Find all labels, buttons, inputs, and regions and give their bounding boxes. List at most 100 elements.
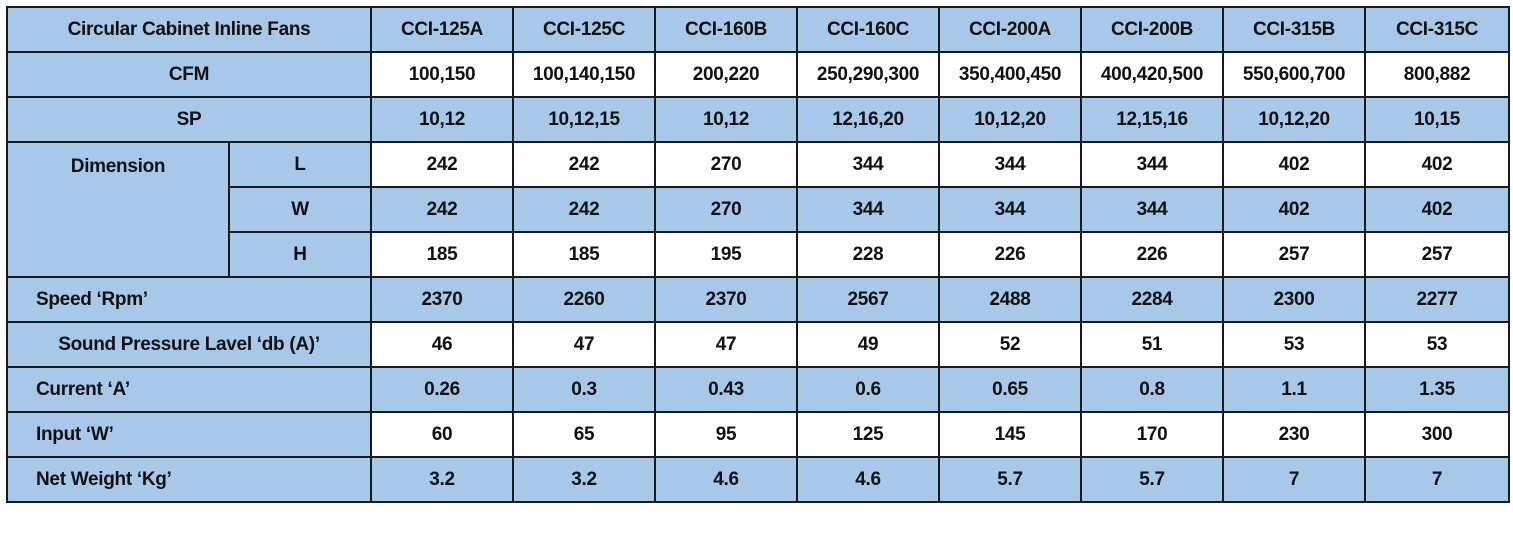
table-cell: 49 (796, 321, 941, 368)
dimension-sub-label: W (227, 186, 373, 233)
table-cell: 2300 (1222, 276, 1367, 323)
table-cell: 3.2 (370, 456, 515, 503)
table-cell: 242 (512, 141, 657, 188)
row-label: Sound Pressure Lavel ‘db (A)’ (5, 321, 373, 368)
current-row: Current ‘A’ 0.26 0.3 0.43 0.6 0.65 0.8 1… (5, 366, 1511, 413)
row-label: Input ‘W’ (5, 411, 373, 458)
row-label: Net Weight ‘Kg’ (5, 456, 373, 503)
table-cell: 242 (370, 141, 515, 188)
row-label: CFM (5, 51, 373, 98)
table-cell: 200,220 (654, 51, 799, 98)
table-cell: 3.2 (512, 456, 657, 503)
speed-row: Speed ‘Rpm’ 2370 2260 2370 2567 2488 228… (5, 276, 1511, 323)
table-cell: 226 (1080, 231, 1225, 278)
table-cell: 250,290,300 (796, 51, 941, 98)
table-cell: 0.3 (512, 366, 657, 413)
table-cell: 60 (370, 411, 515, 458)
dimension-h-row: H 185 185 195 228 226 226 257 257 (7, 231, 1511, 278)
table-cell: 0.8 (1080, 366, 1225, 413)
table-cell: 12,15,16 (1080, 96, 1225, 143)
table-cell: 402 (1222, 186, 1367, 233)
table-cell: 1.1 (1222, 366, 1367, 413)
table-cell: 344 (796, 141, 941, 188)
table-cell: 65 (512, 411, 657, 458)
model-header: CCI-315B (1222, 6, 1367, 53)
model-header: CCI-315C (1364, 6, 1511, 53)
table-cell: 4.6 (654, 456, 799, 503)
table-cell: 10,12 (654, 96, 799, 143)
table-cell: 344 (1080, 141, 1225, 188)
cfm-row: CFM 100,150 100,140,150 200,220 250,290,… (5, 51, 1511, 98)
header-label: Circular Cabinet Inline Fans (5, 6, 373, 53)
table-cell: 47 (654, 321, 799, 368)
table-cell: 185 (512, 231, 657, 278)
table-cell: 100,150 (370, 51, 515, 98)
table-cell: 10,12,15 (512, 96, 657, 143)
table-cell: 4.6 (796, 456, 941, 503)
table-cell: 270 (654, 141, 799, 188)
table-cell: 52 (938, 321, 1083, 368)
table-cell: 242 (370, 186, 515, 233)
table-cell: 195 (654, 231, 799, 278)
model-header: CCI-200A (938, 6, 1083, 53)
table-cell: 10,12,20 (938, 96, 1083, 143)
table-cell: 344 (796, 186, 941, 233)
dimension-sub-label: H (227, 231, 373, 278)
table-cell: 550,600,700 (1222, 51, 1367, 98)
table-cell: 51 (1080, 321, 1225, 368)
table-cell: 0.65 (938, 366, 1083, 413)
table-cell: 2370 (370, 276, 515, 323)
model-header: CCI-200B (1080, 6, 1225, 53)
table-cell: 257 (1364, 231, 1511, 278)
table-cell: 242 (512, 186, 657, 233)
table-cell: 46 (370, 321, 515, 368)
table-cell: 10,12,20 (1222, 96, 1367, 143)
table-cell: 95 (654, 411, 799, 458)
table-cell: 145 (938, 411, 1083, 458)
table-cell: 2488 (938, 276, 1083, 323)
model-header: CCI-160C (796, 6, 941, 53)
table-cell: 1.35 (1364, 366, 1511, 413)
table-cell: 100,140,150 (512, 51, 657, 98)
table-cell: 7 (1364, 456, 1511, 503)
table-cell: 402 (1364, 141, 1511, 188)
table-cell: 185 (370, 231, 515, 278)
dimension-label: Dimension (6, 141, 230, 278)
table-cell: 270 (654, 186, 799, 233)
table-cell: 7 (1222, 456, 1367, 503)
table-cell: 230 (1222, 411, 1367, 458)
table-cell: 10,15 (1364, 96, 1511, 143)
table-cell: 10,12 (370, 96, 515, 143)
table-cell: 12,16,20 (796, 96, 941, 143)
table-cell: 2277 (1364, 276, 1511, 323)
table-cell: 2567 (796, 276, 941, 323)
table-cell: 228 (796, 231, 941, 278)
table-cell: 0.26 (370, 366, 515, 413)
weight-row: Net Weight ‘Kg’ 3.2 3.2 4.6 4.6 5.7 5.7 … (5, 456, 1511, 503)
table-cell: 257 (1222, 231, 1367, 278)
model-header: CCI-125A (370, 6, 515, 53)
table-cell: 53 (1364, 321, 1511, 368)
table-cell: 47 (512, 321, 657, 368)
model-header: CCI-160B (654, 6, 799, 53)
table-cell: 400,420,500 (1080, 51, 1225, 98)
row-label: Current ‘A’ (5, 366, 373, 413)
table-cell: 226 (938, 231, 1083, 278)
table-cell: 5.7 (938, 456, 1083, 503)
dimension-l-row: Dimension L 242 242 270 344 344 344 402 … (6, 141, 1511, 278)
row-label: SP (5, 96, 373, 143)
row-label: Speed ‘Rpm’ (5, 276, 373, 323)
model-header: CCI-125C (512, 6, 657, 53)
table-cell: 53 (1222, 321, 1367, 368)
table-cell: 344 (1080, 186, 1225, 233)
table-cell: 344 (938, 141, 1083, 188)
table-cell: 2284 (1080, 276, 1225, 323)
table-cell: 402 (1364, 186, 1511, 233)
table-cell: 344 (938, 186, 1083, 233)
table-cell: 350,400,450 (938, 51, 1083, 98)
sp-row: SP 10,12 10,12,15 10,12 12,16,20 10,12,2… (5, 96, 1511, 143)
table-cell: 170 (1080, 411, 1225, 458)
input-row: Input ‘W’ 60 65 95 125 145 170 230 300 (5, 411, 1511, 458)
table-cell: 125 (796, 411, 941, 458)
spec-table: Circular Cabinet Inline Fans CCI-125A CC… (5, 6, 1511, 503)
